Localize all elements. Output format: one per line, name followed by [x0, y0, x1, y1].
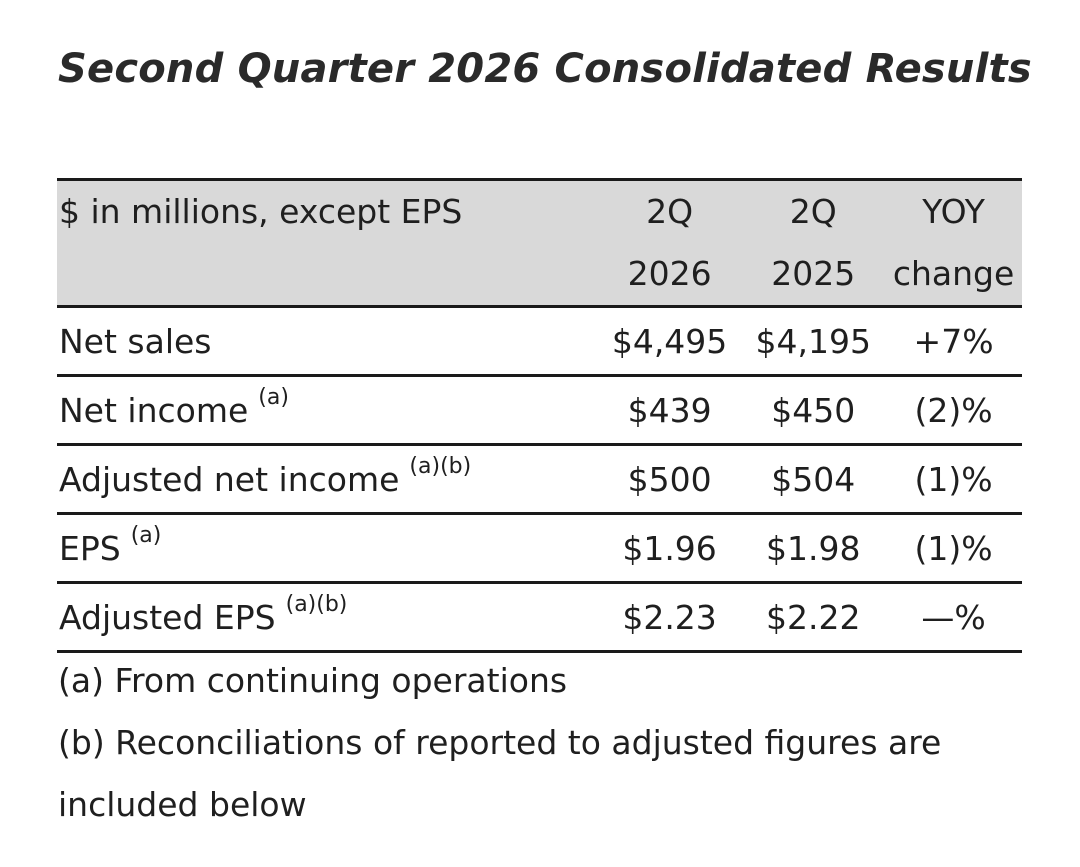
footnote-marker: (a): [258, 384, 289, 410]
cell-q2026: $4,495: [611, 321, 728, 361]
footnote-marker: (a)(b): [285, 591, 348, 617]
row-label-text: Adjusted EPS: [59, 597, 276, 637]
header-yoy-line2: change: [892, 254, 1015, 293]
cell-q2026: $1.96: [622, 528, 717, 568]
table-row-adjusted-eps: Adjusted EPS (a)(b) $2.23 $2.22 —%: [57, 583, 1022, 652]
cell-q2025: $1.98: [766, 528, 861, 568]
table-row-adjusted-net-income: Adjusted net income (a)(b) $500 $504 (1)%: [57, 445, 1022, 514]
row-label: Net sales: [57, 307, 598, 376]
footnote-b: (b) Reconciliations of reported to adjus…: [58, 723, 942, 824]
table-row-eps: EPS (a) $1.96 $1.98 (1)%: [57, 514, 1022, 583]
results-table: $ in millions, except EPS 2Q 2026 2Q 202…: [57, 178, 1022, 653]
row-label: Adjusted net income (a)(b): [57, 445, 598, 514]
table-body: Net sales $4,495 $4,195 +7% Net income (a…: [57, 307, 1022, 652]
header-yoy-line1: YOY: [922, 192, 985, 231]
table-row-net-income: Net income (a) $439 $450 (2)%: [57, 376, 1022, 445]
cell-yoy: (2)%: [914, 390, 993, 430]
cell-q2025: $2.22: [766, 597, 861, 637]
page-title: Second Quarter 2026 Consolidated Results: [58, 46, 1032, 92]
footnotes: (a) From continuing operations (b) Recon…: [58, 650, 1018, 836]
cell-yoy: (1)%: [914, 528, 993, 568]
cell-q2026: $500: [627, 459, 712, 499]
header-q2025: 2Q 2025: [741, 180, 885, 307]
cell-q2025: $4,195: [755, 321, 871, 361]
row-label: Adjusted EPS (a)(b): [57, 583, 598, 652]
row-label-text: Net income: [59, 390, 249, 430]
row-label-text: Adjusted net income: [59, 459, 400, 499]
footnote-marker: (a)(b): [409, 453, 472, 479]
row-label-text: Net sales: [59, 321, 212, 361]
footnote-a: (a) From continuing operations: [58, 661, 568, 700]
table-header: $ in millions, except EPS 2Q 2026 2Q 202…: [57, 179, 1022, 307]
cell-q2025: $504: [771, 459, 856, 499]
header-label-text: $ in millions, except EPS: [59, 192, 463, 231]
cell-yoy: +7%: [913, 321, 994, 361]
header-q2025-line2: 2025: [771, 254, 856, 293]
cell-q2025: $450: [771, 390, 856, 430]
row-label: EPS (a): [57, 514, 598, 583]
cell-yoy: —%: [921, 597, 986, 637]
header-q2026-line1: 2Q: [646, 192, 694, 231]
header-yoy: YOY change: [885, 180, 1022, 307]
cell-q2026: $439: [627, 390, 712, 430]
header-row: $ in millions, except EPS 2Q 2026 2Q 202…: [57, 179, 1022, 307]
table-row-net-sales: Net sales $4,495 $4,195 +7%: [57, 307, 1022, 376]
header-q2026-line2: 2026: [627, 254, 712, 293]
row-label: Net income (a): [57, 376, 598, 445]
footnote-marker: (a): [130, 522, 162, 548]
row-label-text: EPS: [59, 528, 121, 568]
header-q2025-line1: 2Q: [789, 192, 837, 231]
cell-yoy: (1)%: [914, 459, 993, 499]
header-q2026: 2Q 2026: [598, 180, 742, 307]
header-label: $ in millions, except EPS: [57, 180, 598, 307]
cell-q2026: $2.23: [622, 597, 717, 637]
